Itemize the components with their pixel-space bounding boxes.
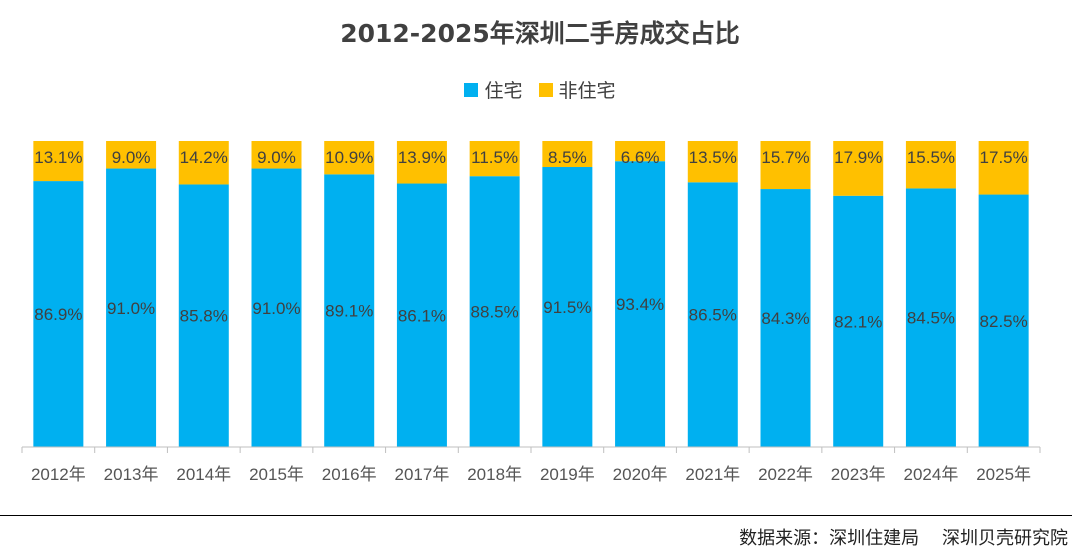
bar-residential-0 [33,181,84,447]
x-tick-label-4: 2016年 [322,465,377,484]
bar-residential-10 [760,189,811,448]
bar-non-residential-6 [469,141,520,177]
bar-residential-6 [469,176,520,447]
label-non-residential-9: 13.5% [689,148,737,167]
x-tick-label-5: 2017年 [395,465,450,484]
chart-legend: 住宅 非住宅 [0,76,1080,103]
bar-residential-5 [396,183,447,447]
bar-non-residential-5 [396,141,447,184]
data-source-note: 数据来源：深圳住建局 深圳贝壳研究院 [739,528,1068,549]
label-non-residential-8: 6.6% [621,148,660,167]
label-residential-9: 86.5% [689,306,737,325]
x-tick-label-12: 2024年 [904,465,959,484]
bar-non-residential-1 [106,141,157,169]
legend-swatch-residential [464,82,479,97]
label-non-residential-5: 13.9% [398,148,446,167]
label-non-residential-0: 13.1% [34,148,82,167]
label-non-residential-6: 11.5% [471,148,518,167]
bar-residential-12 [905,188,956,447]
label-residential-5: 86.1% [398,306,446,325]
label-non-residential-13: 17.5% [980,148,1028,167]
bar-residential-7 [542,167,593,447]
legend-item-residential: 住宅 [464,76,523,103]
label-residential-3: 91.0% [252,299,300,318]
label-non-residential-12: 15.5% [907,148,955,167]
stacked-bar-chart: 86.9% 13.1% 2012年 91.0% 9.0% 2013年 85.8% 14.2% 2… [21,141,1041,484]
x-tick-label-11: 2023年 [831,465,886,484]
x-tick-label-13: 2025年 [976,465,1031,484]
x-tick-label-2: 2014年 [176,465,231,484]
x-tick-label-1: 2013年 [104,465,159,484]
bar-residential-13 [978,194,1029,447]
bar-non-residential-2 [178,141,229,185]
x-tick-label-7: 2019年 [540,465,595,484]
bar-non-residential-0 [33,141,84,182]
label-residential-1: 91.0% [107,299,155,318]
bar-residential-4 [324,174,375,447]
bar-non-residential-4 [324,141,375,175]
label-non-residential-1: 9.0% [112,148,151,167]
label-residential-2: 85.8% [180,307,228,326]
label-residential-4: 89.1% [325,302,373,321]
bar-non-residential-7 [542,141,593,168]
x-tick-label-9: 2021年 [685,465,740,484]
label-residential-8: 93.4% [616,295,664,314]
label-residential-0: 86.9% [34,305,82,324]
label-non-residential-11: 17.9% [834,148,882,167]
label-residential-6: 88.5% [471,303,519,322]
legend-swatch-non-residential [538,82,553,97]
label-non-residential-2: 14.2% [180,148,228,167]
bar-non-residential-10 [760,141,811,190]
label-residential-10: 84.3% [761,309,809,328]
label-non-residential-4: 10.9% [325,148,373,167]
bar-residential-1 [106,168,157,448]
legend-label-residential: 住宅 [484,80,523,102]
label-non-residential-7: 8.5% [548,148,587,167]
bar-residential-9 [687,182,738,447]
label-residential-12: 84.5% [907,309,955,328]
label-residential-11: 82.1% [834,312,882,331]
bar-non-residential-3 [251,141,302,169]
bar-non-residential-13 [978,141,1029,195]
legend-label-non-residential: 非住宅 [558,80,616,102]
source-divider [0,515,1072,516]
label-non-residential-3: 9.0% [257,148,296,167]
chart-title: 2012-2025年深圳二手房成交占比 [340,19,740,48]
bar-residential-8 [615,161,666,448]
bar-residential-11 [833,195,884,447]
x-tick-label-10: 2022年 [758,465,813,484]
bar-residential-2 [178,184,229,447]
bar-non-residential-8 [615,141,666,162]
bar-non-residential-12 [905,141,956,189]
label-non-residential-10: 15.7% [761,148,809,167]
x-tick-label-6: 2018年 [467,465,522,484]
bar-residential-3 [251,168,302,448]
x-tick-label-8: 2020年 [613,465,668,484]
legend-item-non-residential: 非住宅 [538,76,616,103]
bar-non-residential-11 [833,141,884,196]
x-tick-label-0: 2012年 [31,465,86,484]
x-tick-label-3: 2015年 [249,465,304,484]
label-residential-7: 91.5% [543,298,591,317]
label-residential-13: 82.5% [980,312,1028,331]
bar-non-residential-9 [687,141,738,183]
